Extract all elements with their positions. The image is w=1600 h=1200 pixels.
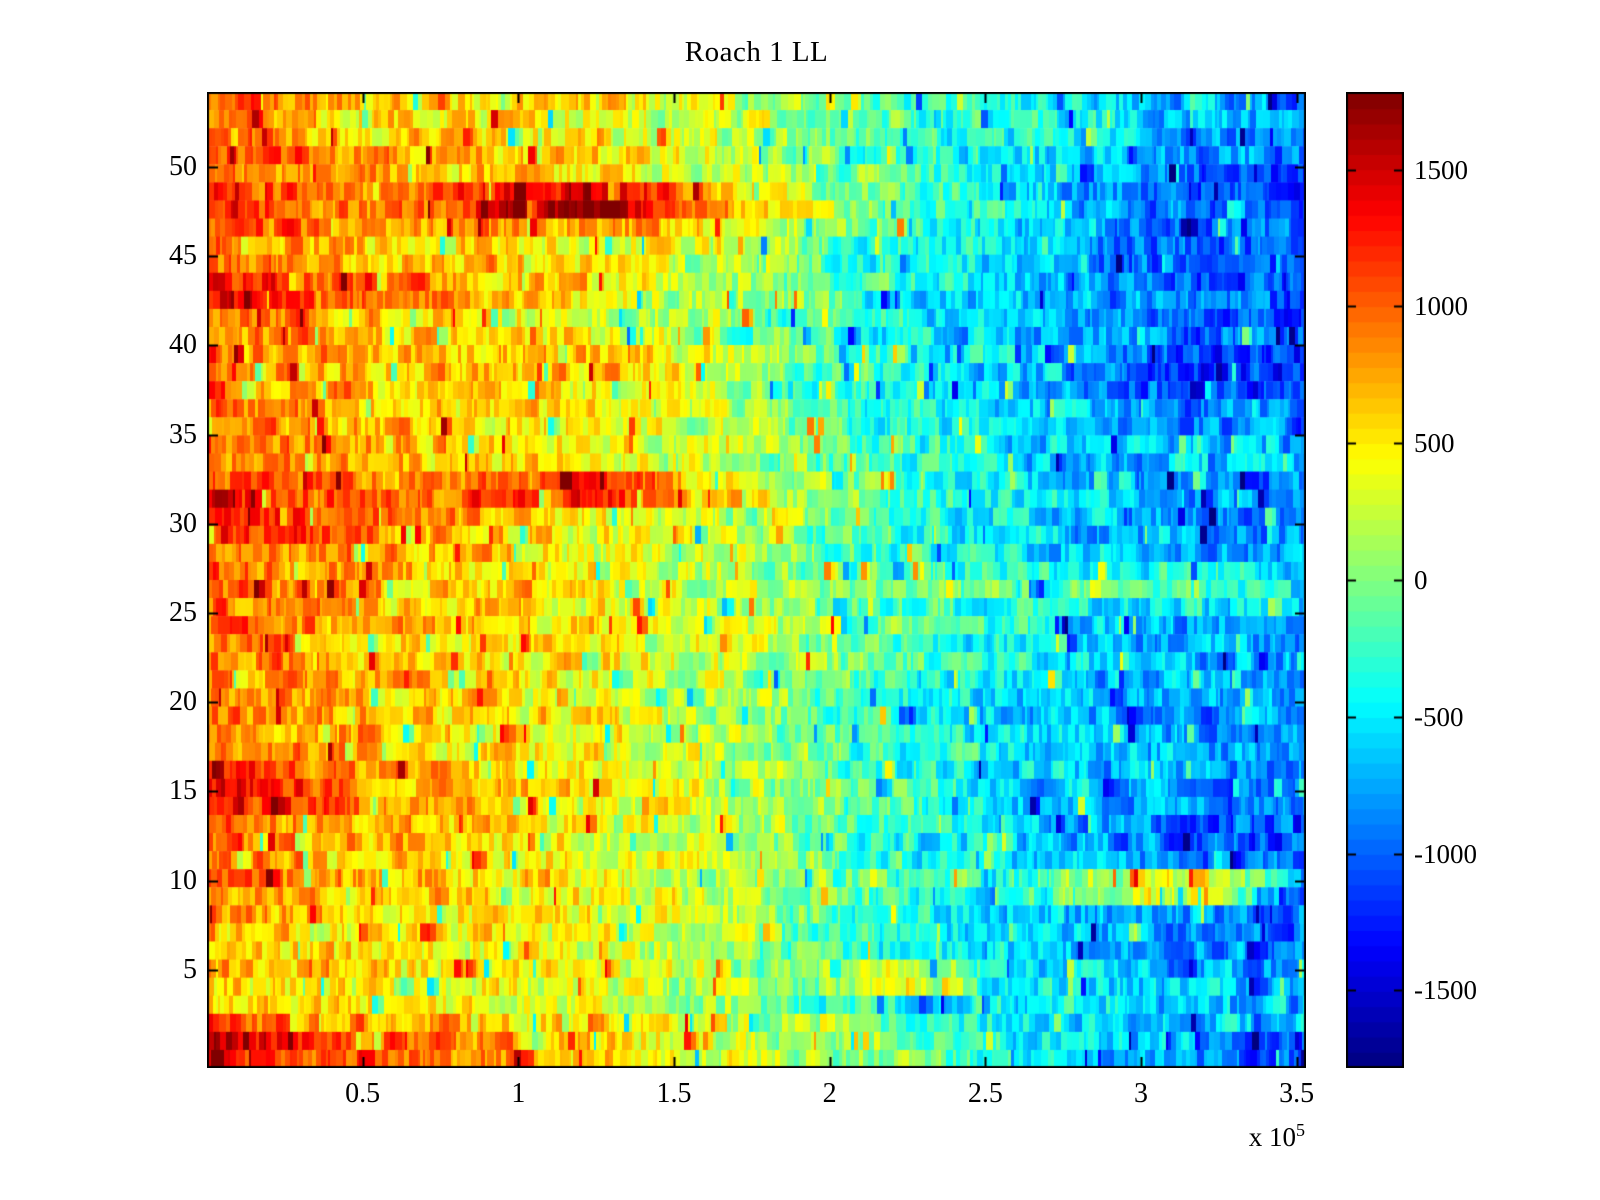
x-tick-label: 1.5: [656, 1078, 692, 1109]
x-axis-exponent-label: x 105: [1203, 1120, 1305, 1153]
colorbar-tick-label: 1000: [1414, 291, 1468, 322]
x-tick-label: 0.5: [345, 1078, 381, 1109]
colorbar-tick-label: -500: [1414, 701, 1464, 732]
colorbar-tick-label: 1500: [1414, 154, 1468, 185]
colorbar-tick-label: 500: [1414, 428, 1455, 459]
y-tick-label: 35: [169, 418, 197, 450]
exponent-sup-text: 5: [1296, 1120, 1305, 1140]
colorbar-tick-label: -1500: [1414, 975, 1477, 1006]
y-tick-label: 20: [169, 686, 197, 718]
x-tick-label: 3: [1133, 1078, 1148, 1109]
colorbar-tick-label: 0: [1414, 565, 1428, 595]
colorbar-canvas: [1346, 92, 1404, 1068]
y-tick-label: 30: [169, 507, 197, 539]
colorbar-tick-label: -1000: [1414, 838, 1477, 869]
x-tick-label: 1: [511, 1078, 526, 1109]
y-tick-label: 50: [169, 150, 197, 182]
exponent-base-text: x 10: [1248, 1122, 1296, 1152]
y-tick-label: 15: [169, 775, 197, 807]
y-tick-label: 45: [169, 240, 197, 272]
y-tick-label: 10: [169, 864, 197, 896]
y-tick-label: 40: [169, 329, 197, 361]
y-tick-label: 25: [169, 597, 197, 628]
y-tick-label: 5: [183, 953, 197, 985]
heatmap-canvas: [207, 92, 1306, 1068]
x-tick-label: 2.5: [967, 1078, 1003, 1109]
x-tick-label: 2: [822, 1078, 837, 1109]
chart-title: Roach 1 LL: [684, 36, 829, 68]
x-tick-label: 3.5: [1279, 1078, 1315, 1109]
